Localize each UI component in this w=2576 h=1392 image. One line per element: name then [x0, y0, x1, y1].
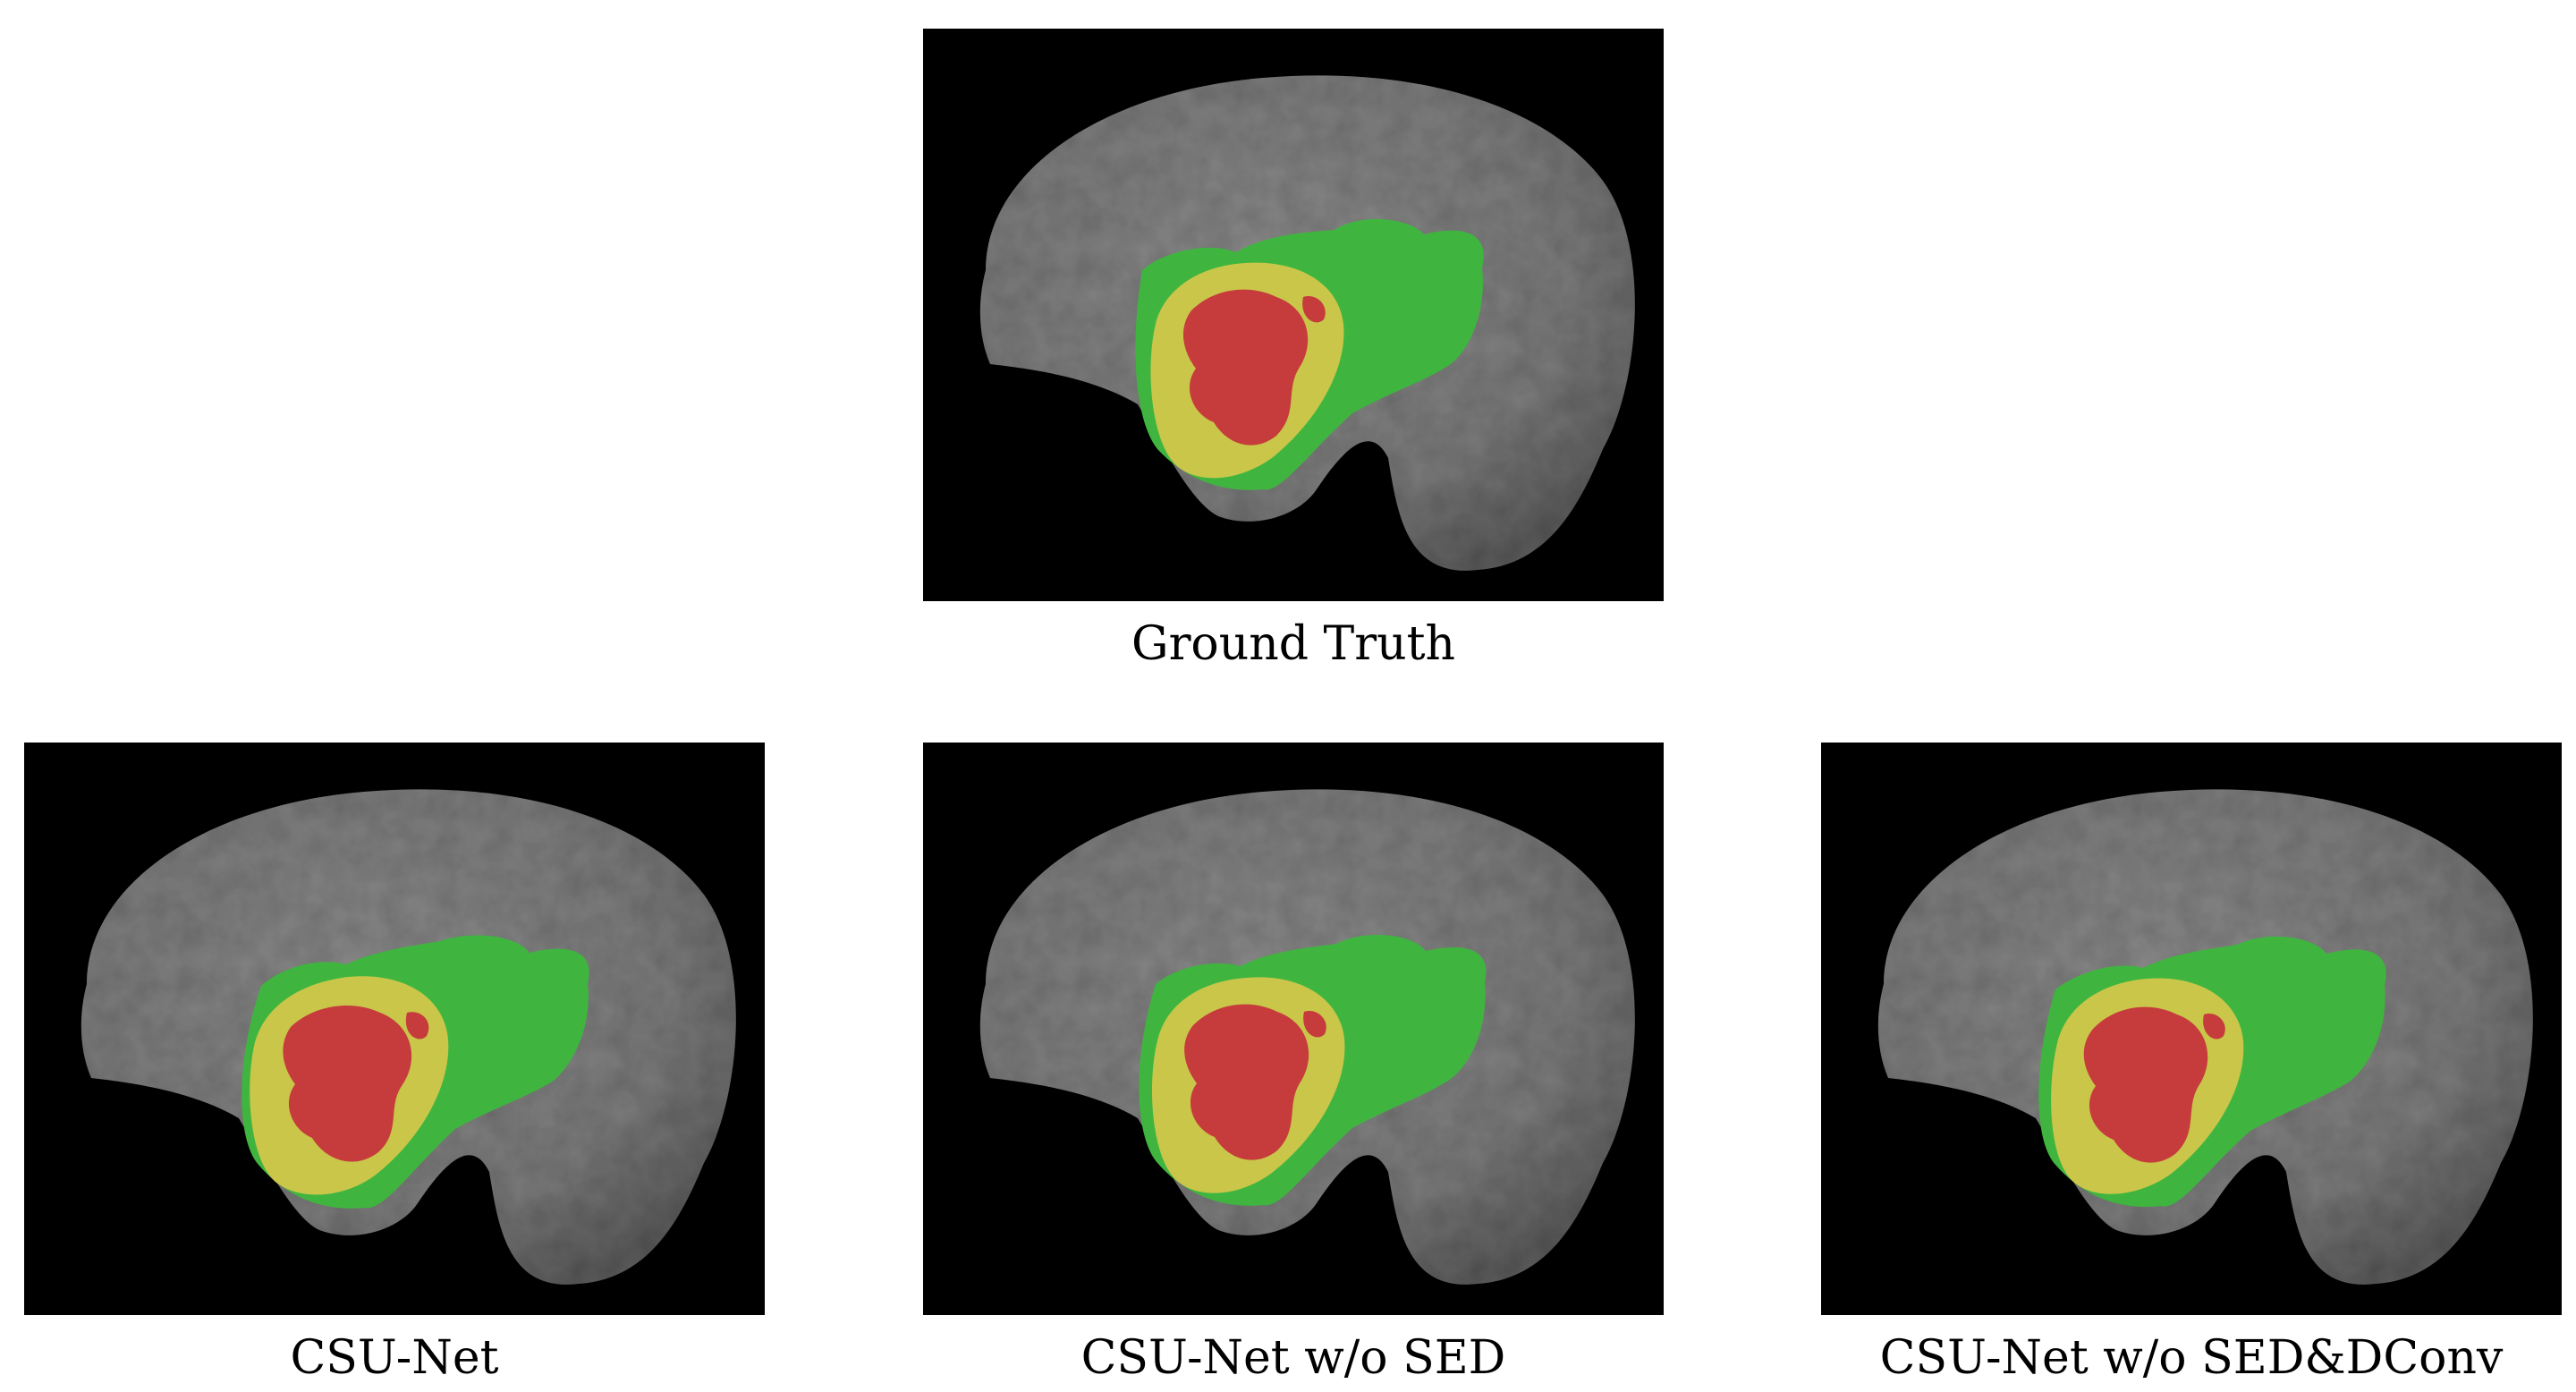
csu-net-wo-sed-mri-slice [923, 743, 1664, 1315]
necrotic-core-region [283, 1006, 429, 1162]
necrotic-core-region [1182, 289, 1326, 446]
csu-net-caption: CSU-Net [290, 1331, 499, 1385]
csu-net-mri-slice [24, 743, 765, 1315]
ground-truth-mri-slice [923, 29, 1664, 601]
csu-net-wo-sed-dconv-image [1821, 743, 2562, 1315]
necrotic-core-region [2083, 1006, 2225, 1163]
ground-truth-caption: Ground Truth [1131, 617, 1455, 671]
csu-net-wo-sed-dconv-mri-slice [1821, 743, 2562, 1315]
necrotic-core-region [1184, 1004, 1326, 1160]
csu-net-wo-sed-caption: CSU-Net w/o SED [1080, 1331, 1506, 1385]
csu-net-wo-sed-image [923, 743, 1664, 1315]
csu-net-image [24, 743, 765, 1315]
csu-net-wo-sed-dconv-caption: CSU-Net w/o SED&DConv [1879, 1331, 2504, 1385]
ground-truth-image [923, 29, 1664, 601]
